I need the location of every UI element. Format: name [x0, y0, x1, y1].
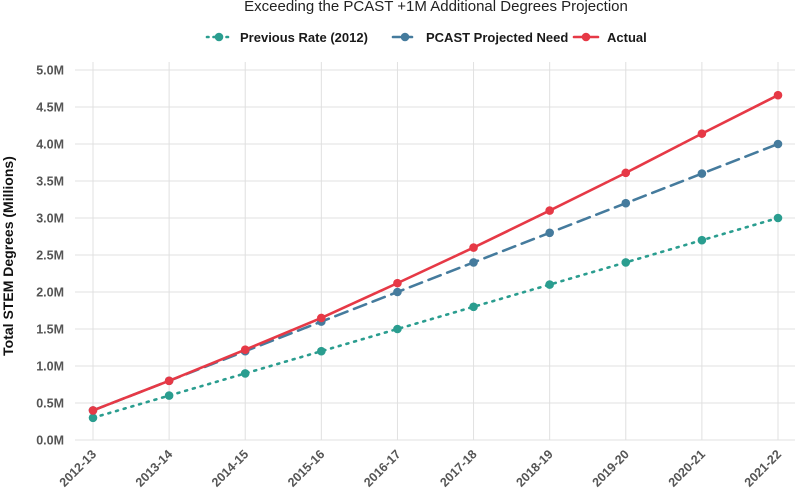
legend-item: PCAST Projected Need — [391, 30, 568, 45]
x-tick-label: 2012-13 — [57, 447, 99, 489]
y-tick-label: 0.0M — [36, 434, 64, 448]
y-tick-label: 3.5M — [36, 175, 64, 189]
x-tick-label: 2019-20 — [590, 447, 632, 489]
legend-label: Previous Rate (2012) — [240, 30, 368, 45]
chart-title: Exceeding the PCAST +1M Additional Degre… — [244, 0, 628, 15]
x-tick-label: 2014-15 — [209, 447, 251, 489]
legend-label: PCAST Projected Need — [426, 30, 568, 45]
legend-item: Previous Rate (2012) — [205, 30, 368, 45]
gridlines — [75, 62, 795, 441]
x-tick-label: 2021-22 — [742, 447, 784, 489]
data-point — [393, 287, 402, 297]
data-point — [469, 243, 478, 252]
data-point — [88, 406, 98, 415]
data-point — [240, 345, 250, 355]
x-tick-label: 2013-14 — [133, 447, 175, 489]
y-tick-label: 2.5M — [36, 249, 64, 263]
data-point — [773, 139, 783, 149]
data-point — [164, 376, 174, 386]
x-tick-label: 2020-21 — [666, 447, 708, 489]
data-point — [317, 346, 326, 356]
data-point — [545, 206, 554, 215]
y-tick-label: 0.5M — [36, 397, 64, 411]
data-point — [773, 90, 783, 100]
series-line — [91, 216, 780, 420]
series-group — [88, 90, 783, 423]
data-point — [773, 213, 783, 223]
data-point — [697, 169, 707, 178]
legend-marker — [581, 32, 591, 42]
data-point — [393, 278, 402, 288]
data-point — [621, 258, 631, 267]
data-point — [393, 324, 402, 334]
series-previous-rate-2012 — [88, 213, 783, 423]
x-tick-label: 2016-17 — [361, 447, 403, 489]
data-point — [240, 369, 250, 378]
x-tick-label: 2018-19 — [513, 447, 555, 489]
legend-marker — [214, 32, 224, 42]
data-point — [621, 198, 631, 208]
y-axis-label: Total STEM Degrees (Millions) — [0, 156, 16, 356]
data-point — [621, 168, 631, 178]
data-point — [469, 258, 478, 267]
legend-label: Actual — [607, 30, 647, 45]
y-tick-label: 1.0M — [36, 360, 64, 374]
legend-item: Actual — [572, 30, 647, 45]
series-actual — [88, 90, 783, 415]
y-tick-label: 5.0M — [36, 64, 64, 78]
data-point — [164, 391, 174, 400]
x-tick-label: 2017-18 — [437, 447, 479, 489]
y-tick-label: 4.0M — [36, 138, 64, 152]
y-tick-label: 4.5M — [36, 101, 64, 115]
data-point — [545, 228, 554, 238]
data-point — [697, 235, 707, 245]
y-tick-label: 3.0M — [36, 212, 64, 226]
y-tick-label: 2.0M — [36, 286, 64, 300]
series-line — [91, 93, 780, 412]
data-point — [545, 280, 554, 289]
legend: Previous Rate (2012) PCAST Projected Need… — [205, 30, 647, 45]
x-tick-label: 2015-16 — [285, 447, 327, 489]
data-point — [697, 129, 707, 138]
x-axis-ticks: 2012-13 2013-14 2014-15 2015-16 2016-17 2017-… — [57, 447, 784, 489]
legend-marker — [400, 32, 410, 42]
y-tick-label: 1.5M — [36, 323, 64, 337]
data-point — [317, 313, 326, 323]
data-point — [88, 413, 98, 423]
y-axis-ticks: 0.0M 0.5M 1.0M 1.5M 2.0M 2.5M 3.0M 3.5M 4.0M 4.5M… — [36, 64, 64, 448]
data-point — [469, 302, 478, 312]
